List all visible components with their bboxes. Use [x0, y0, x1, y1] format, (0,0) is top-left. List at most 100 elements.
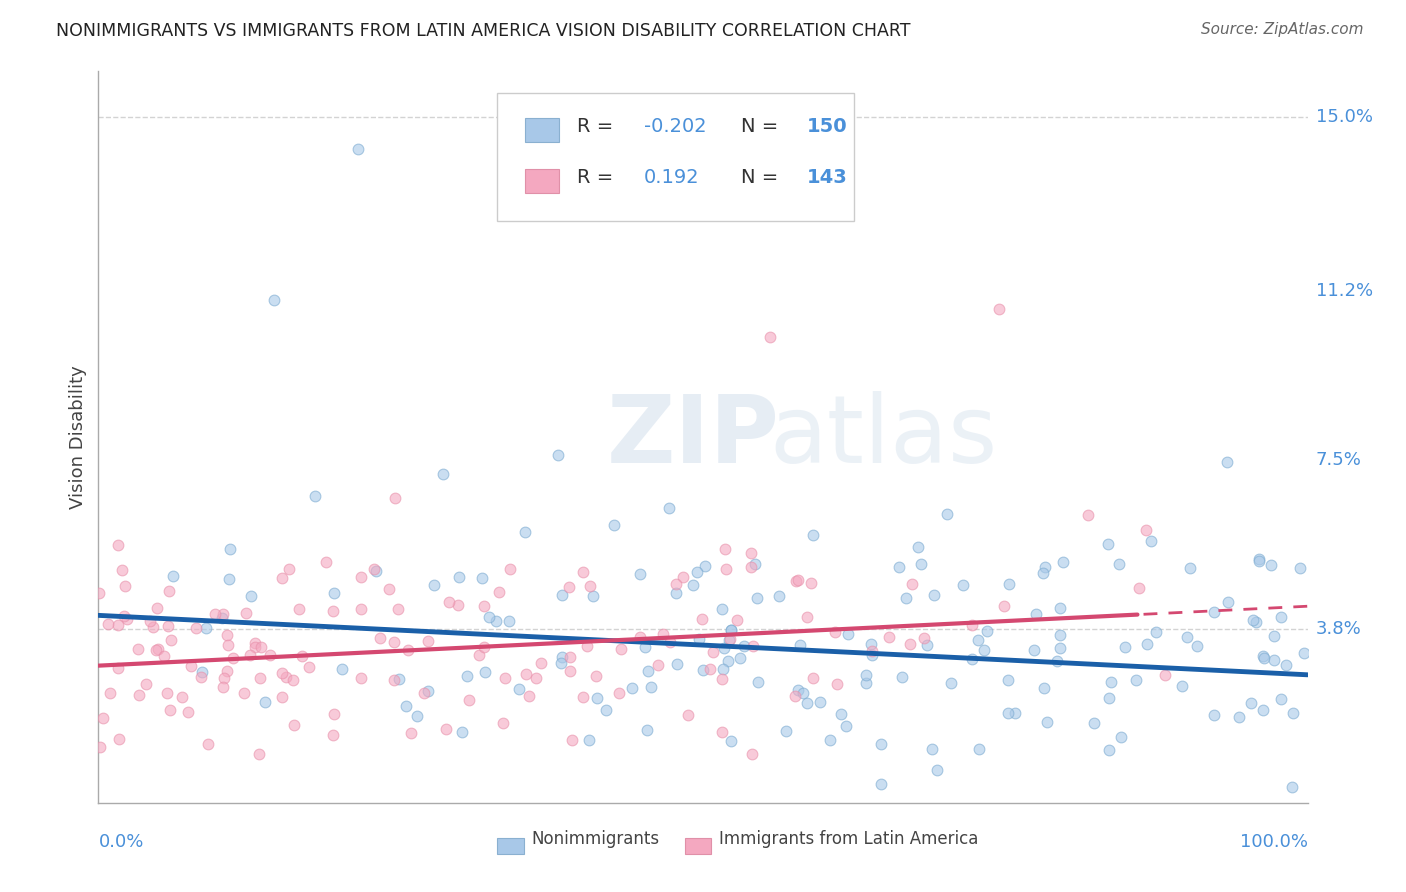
Point	[98, 686, 121, 700]
Point	[686, 565, 709, 579]
Point	[378, 582, 401, 596]
Point	[322, 706, 344, 721]
Point	[787, 683, 810, 698]
Point	[447, 570, 470, 584]
Text: N =: N =	[741, 117, 785, 136]
Point	[720, 624, 742, 638]
Point	[925, 763, 948, 777]
Point	[472, 599, 495, 613]
Point	[936, 507, 959, 521]
Point	[578, 579, 600, 593]
Point	[796, 696, 818, 710]
Point	[363, 562, 385, 576]
Point	[710, 672, 733, 686]
Point	[91, 711, 114, 725]
Text: 7.5%: 7.5%	[1316, 451, 1362, 469]
Point	[107, 537, 129, 551]
FancyBboxPatch shape	[685, 838, 711, 854]
Point	[547, 449, 569, 463]
Text: 150: 150	[807, 117, 848, 136]
Point	[111, 563, 134, 577]
Point	[271, 665, 294, 680]
Point	[114, 608, 136, 623]
Point	[628, 567, 651, 582]
Point	[910, 557, 932, 571]
Point	[730, 651, 752, 665]
Point	[1270, 691, 1292, 706]
Point	[128, 688, 150, 702]
FancyBboxPatch shape	[498, 94, 855, 221]
Point	[382, 673, 405, 687]
Point	[288, 601, 311, 615]
Point	[508, 682, 530, 697]
Point	[1083, 716, 1105, 731]
Point	[1185, 639, 1208, 653]
Point	[672, 570, 695, 584]
Point	[515, 666, 537, 681]
Point	[457, 669, 479, 683]
Point	[688, 632, 710, 647]
Point	[1171, 679, 1194, 693]
Point	[665, 577, 688, 591]
Point	[898, 637, 921, 651]
Point	[862, 644, 884, 658]
Point	[837, 627, 859, 641]
Point	[551, 588, 574, 602]
Point	[87, 586, 110, 600]
Point	[576, 639, 599, 653]
Point	[586, 691, 609, 706]
Point	[177, 706, 200, 720]
Point	[135, 677, 157, 691]
Point	[890, 670, 912, 684]
Point	[114, 578, 136, 592]
Point	[468, 648, 491, 662]
Point	[197, 737, 219, 751]
Point	[717, 633, 740, 648]
Point	[1253, 651, 1275, 665]
Point	[162, 568, 184, 582]
Point	[139, 615, 162, 629]
Point	[142, 620, 165, 634]
Point	[1049, 641, 1071, 656]
Point	[350, 570, 373, 584]
Text: 0.192: 0.192	[644, 168, 699, 187]
Y-axis label: Vision Disability: Vision Disability	[69, 365, 87, 509]
Point	[159, 703, 181, 717]
Point	[1049, 628, 1071, 642]
Point	[775, 723, 797, 738]
Point	[659, 635, 682, 649]
Point	[156, 619, 179, 633]
Point	[1251, 648, 1274, 663]
Point	[388, 672, 411, 686]
Point	[350, 671, 373, 685]
Point	[690, 612, 713, 626]
Point	[1052, 555, 1074, 569]
Point	[894, 591, 917, 605]
Point	[368, 632, 391, 646]
Point	[204, 607, 226, 621]
Point	[107, 661, 129, 675]
Point	[108, 731, 131, 746]
Point	[1144, 625, 1167, 640]
Point	[1281, 780, 1303, 795]
Point	[190, 670, 212, 684]
Point	[860, 648, 883, 662]
Point	[1292, 646, 1315, 660]
Point	[718, 632, 741, 647]
Point	[585, 669, 607, 683]
Point	[1032, 681, 1054, 695]
Point	[582, 589, 605, 603]
Text: -0.202: -0.202	[644, 117, 706, 136]
Point	[212, 671, 235, 685]
Point	[692, 663, 714, 677]
Point	[572, 565, 595, 579]
Point	[366, 564, 388, 578]
Point	[117, 612, 139, 626]
Point	[786, 573, 808, 587]
Point	[451, 725, 474, 739]
Point	[997, 673, 1019, 687]
Point	[347, 142, 370, 156]
Point	[1239, 696, 1261, 710]
Point	[1049, 600, 1071, 615]
Point	[472, 640, 495, 655]
